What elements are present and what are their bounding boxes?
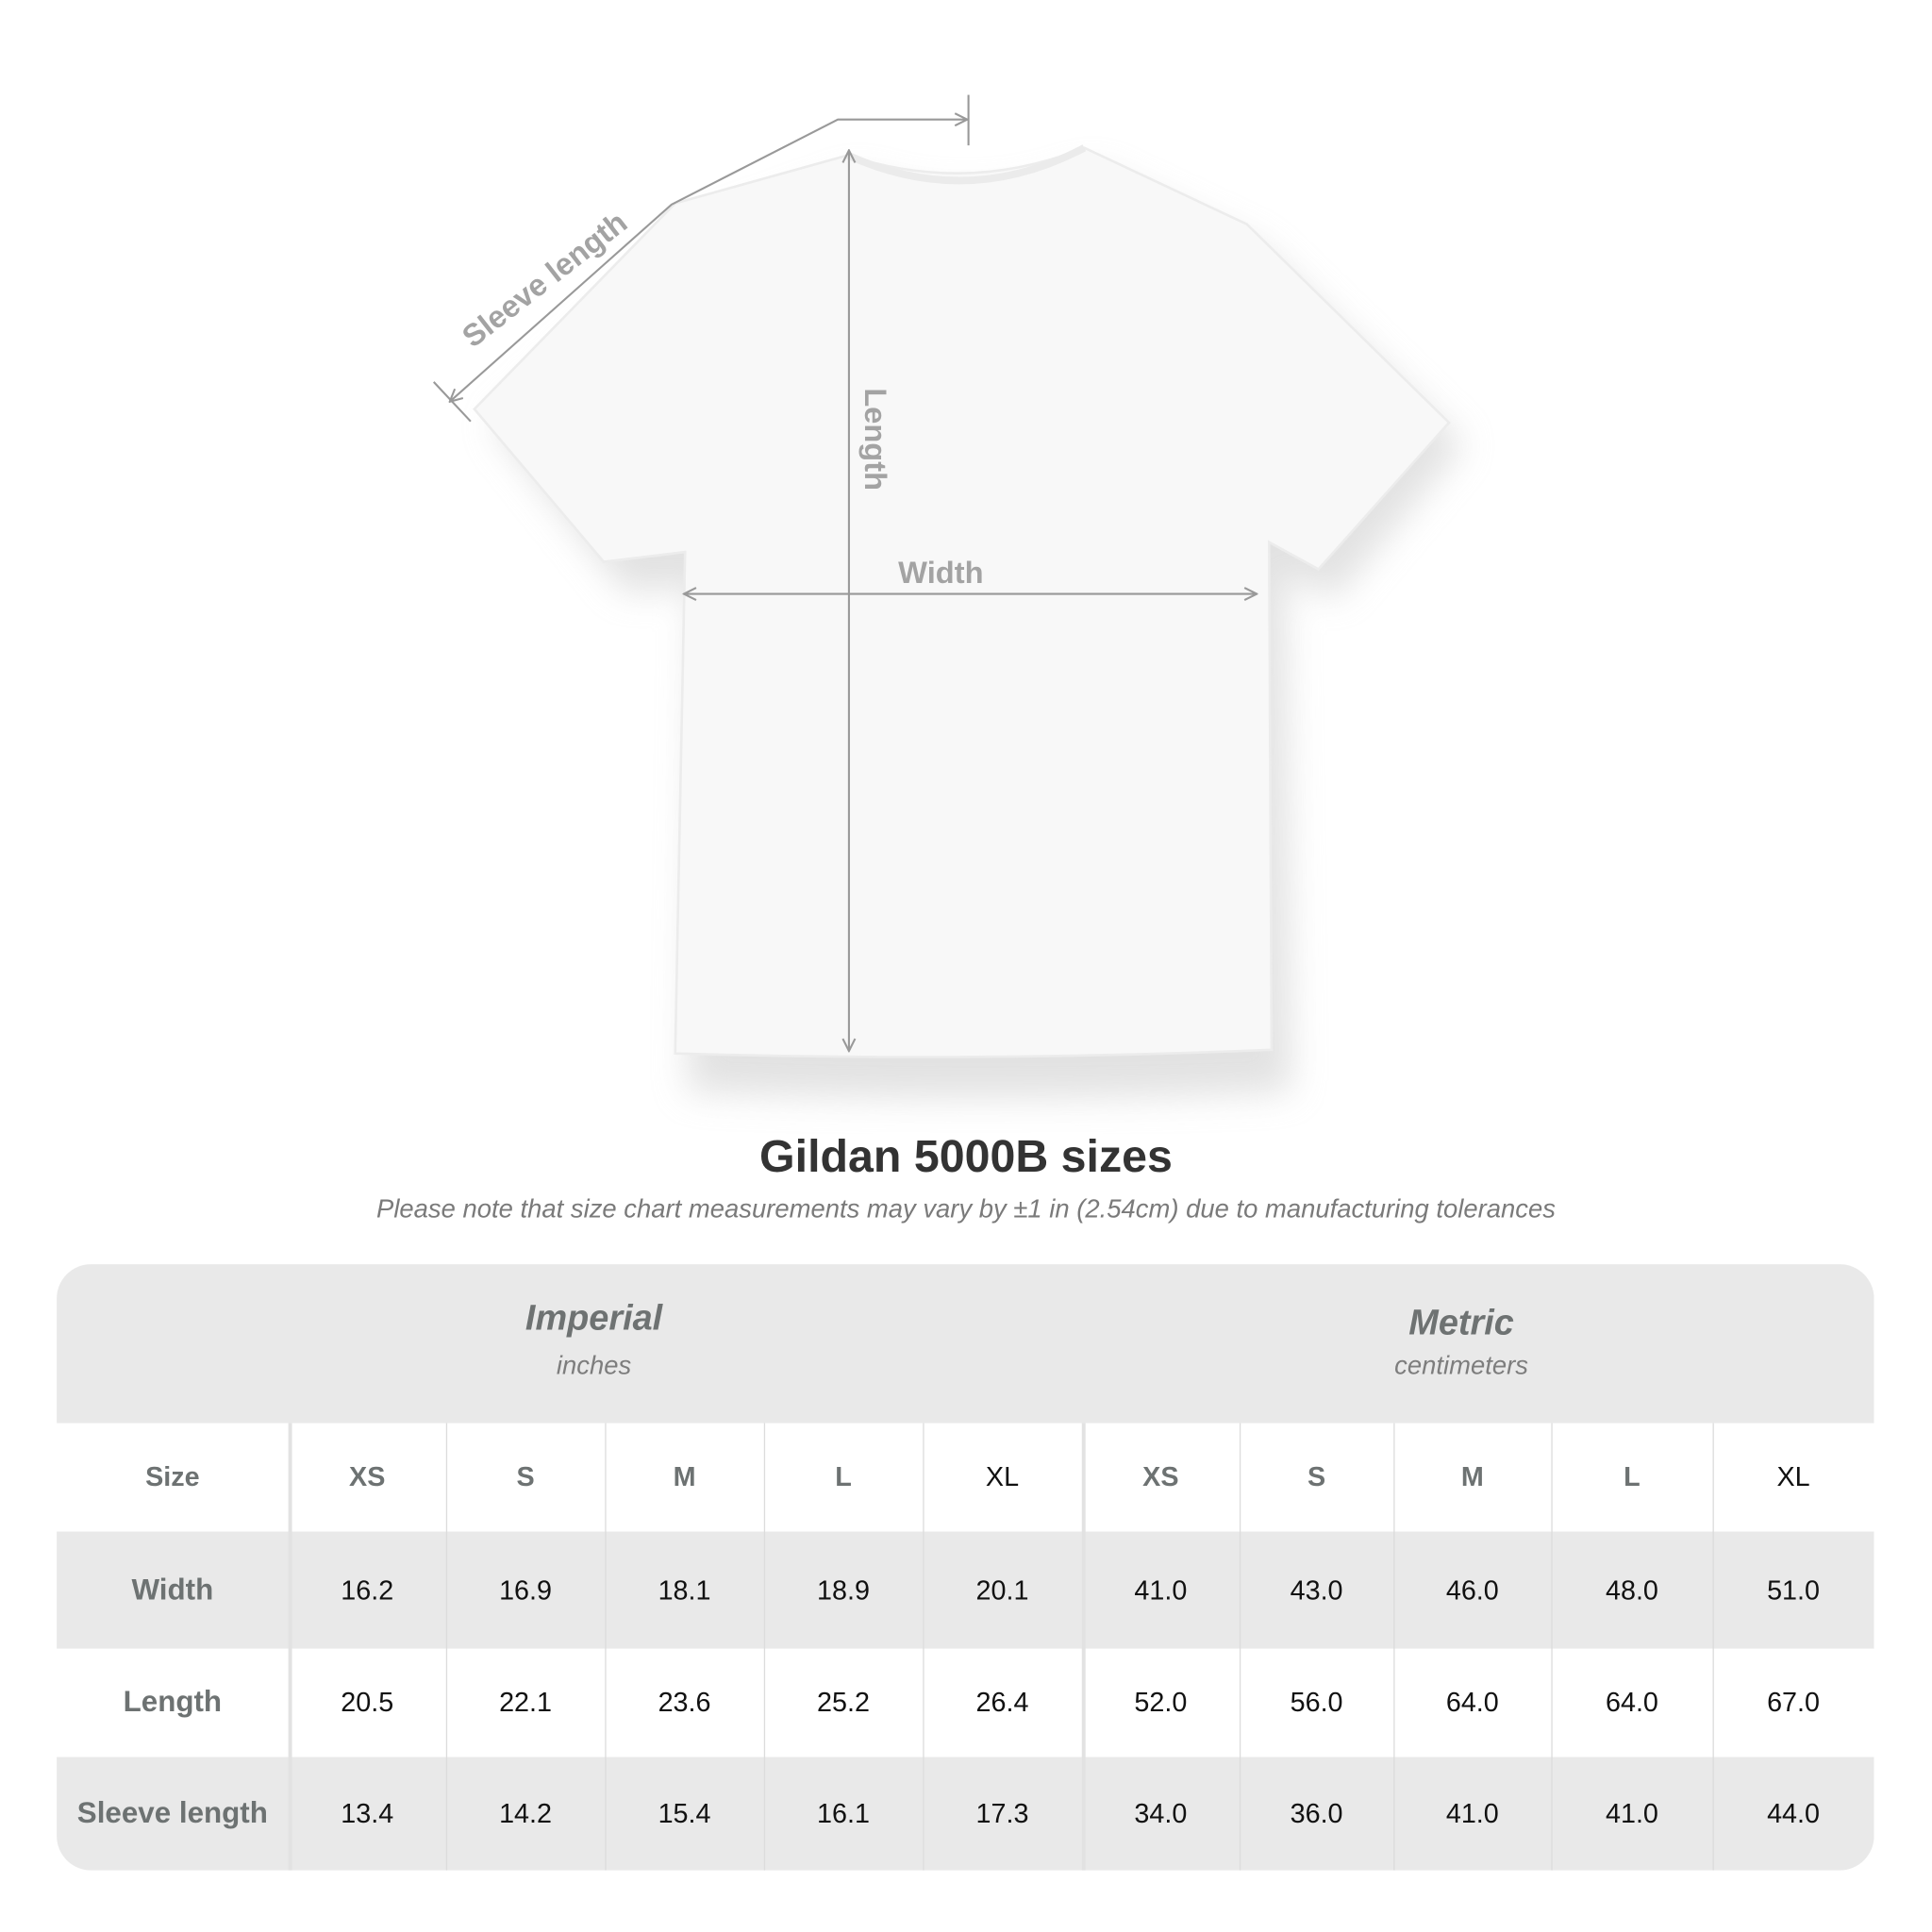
column-divider (605, 1423, 607, 1871)
size-header: XS (349, 1461, 386, 1492)
system-unit: inches (556, 1351, 632, 1380)
table-cell: 23.6 (658, 1687, 711, 1718)
table-cell: 20.1 (975, 1574, 1029, 1606)
table-cell: 18.9 (817, 1574, 870, 1606)
system-unit: centimeters (1394, 1351, 1528, 1380)
table-cell: 43.0 (1290, 1574, 1343, 1606)
table-cell: 15.4 (658, 1797, 711, 1829)
table-cell: 18.1 (658, 1574, 711, 1606)
size-header: S (516, 1461, 535, 1492)
table-cell: 16.9 (499, 1574, 553, 1606)
table-cell: 51.0 (1767, 1574, 1821, 1606)
table-cell: 26.4 (975, 1687, 1029, 1718)
table-cell: 41.0 (1445, 1797, 1499, 1829)
table-cell: 22.1 (499, 1687, 553, 1718)
table-cell: 20.5 (341, 1687, 394, 1718)
column-divider (1712, 1423, 1714, 1871)
table-cell: 16.1 (817, 1797, 870, 1829)
system-imperial: Imperial inches (347, 1299, 840, 1382)
system-name: Metric (1408, 1303, 1514, 1343)
header-band (57, 1264, 1874, 1424)
size-header: L (835, 1461, 852, 1492)
length-label: Length (858, 388, 892, 491)
table-cell: 16.2 (341, 1574, 394, 1606)
column-divider (923, 1423, 924, 1871)
width-label: Width (898, 556, 984, 591)
table-cell: 67.0 (1767, 1687, 1821, 1718)
table-cell: 17.3 (975, 1797, 1029, 1829)
system-name: Imperial (525, 1298, 663, 1339)
table-cell: 52.0 (1134, 1687, 1188, 1718)
size-header: S (1307, 1461, 1326, 1492)
column-divider (763, 1423, 766, 1871)
column-divider (1393, 1423, 1395, 1871)
sleeve-length-arrow (450, 120, 968, 402)
column-divider (1239, 1423, 1241, 1871)
table-cell: 36.0 (1290, 1797, 1343, 1829)
table-cell: 64.0 (1605, 1687, 1658, 1718)
row-band-sleeve (57, 1757, 1874, 1871)
shirt-body (473, 146, 1451, 1058)
table-cell: 56.0 (1290, 1687, 1343, 1718)
table-cell: 14.2 (499, 1797, 553, 1829)
table-cell: 13.4 (341, 1797, 394, 1829)
size-header: M (1460, 1461, 1484, 1492)
table-cell: 46.0 (1445, 1574, 1499, 1606)
column-divider (1081, 1423, 1086, 1871)
row-label: Sleeve length (76, 1796, 268, 1830)
size-header: XL (985, 1461, 1020, 1492)
row-label: Length (123, 1685, 223, 1720)
table-cell: 41.0 (1134, 1574, 1188, 1606)
table-cell: 25.2 (817, 1687, 870, 1718)
column-divider (1551, 1423, 1553, 1871)
system-metric: Metric centimeters (1215, 1304, 1707, 1381)
table-cell: 64.0 (1445, 1687, 1499, 1718)
table-cell: 48.0 (1605, 1574, 1658, 1606)
size-header: XL (1776, 1461, 1810, 1492)
size-header: XS (1142, 1461, 1179, 1492)
size-table: Imperial inches Metric centimeters Size X… (57, 1264, 1874, 1871)
page-title: Gildan 5000B sizes (759, 1131, 1173, 1182)
table-cell: 41.0 (1605, 1797, 1658, 1829)
size-header: L (1624, 1461, 1641, 1492)
tshirt-diagram (432, 94, 1464, 1098)
table-cell: 34.0 (1134, 1797, 1188, 1829)
tolerance-note: Please note that size chart measurements… (376, 1194, 1556, 1224)
row-band-width (57, 1531, 1874, 1649)
column-divider (288, 1423, 292, 1871)
column-divider (445, 1423, 448, 1871)
table-cell: 44.0 (1767, 1797, 1821, 1829)
row-label: Width (131, 1573, 214, 1607)
size-header-label: Size (145, 1461, 200, 1492)
size-header: M (673, 1461, 696, 1492)
